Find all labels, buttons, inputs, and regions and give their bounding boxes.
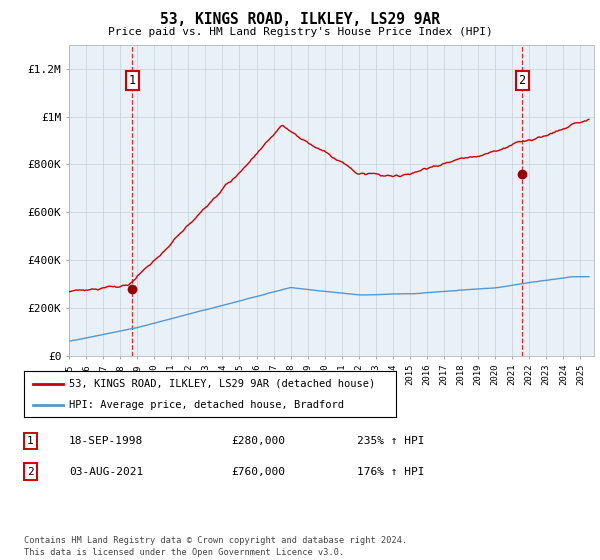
Text: £280,000: £280,000 [231, 436, 285, 446]
Text: 18-SEP-1998: 18-SEP-1998 [69, 436, 143, 446]
Text: £760,000: £760,000 [231, 466, 285, 477]
Text: Contains HM Land Registry data © Crown copyright and database right 2024.
This d: Contains HM Land Registry data © Crown c… [24, 536, 407, 557]
Text: 235% ↑ HPI: 235% ↑ HPI [357, 436, 425, 446]
Text: 53, KINGS ROAD, ILKLEY, LS29 9AR: 53, KINGS ROAD, ILKLEY, LS29 9AR [160, 12, 440, 27]
Text: 03-AUG-2021: 03-AUG-2021 [69, 466, 143, 477]
Text: HPI: Average price, detached house, Bradford: HPI: Average price, detached house, Brad… [68, 400, 344, 410]
Text: 2: 2 [518, 74, 526, 87]
Text: Price paid vs. HM Land Registry's House Price Index (HPI): Price paid vs. HM Land Registry's House … [107, 27, 493, 37]
Text: 1: 1 [128, 74, 136, 87]
Text: 53, KINGS ROAD, ILKLEY, LS29 9AR (detached house): 53, KINGS ROAD, ILKLEY, LS29 9AR (detach… [68, 379, 375, 389]
Text: 1: 1 [27, 436, 34, 446]
Text: 176% ↑ HPI: 176% ↑ HPI [357, 466, 425, 477]
Text: 2: 2 [27, 466, 34, 477]
